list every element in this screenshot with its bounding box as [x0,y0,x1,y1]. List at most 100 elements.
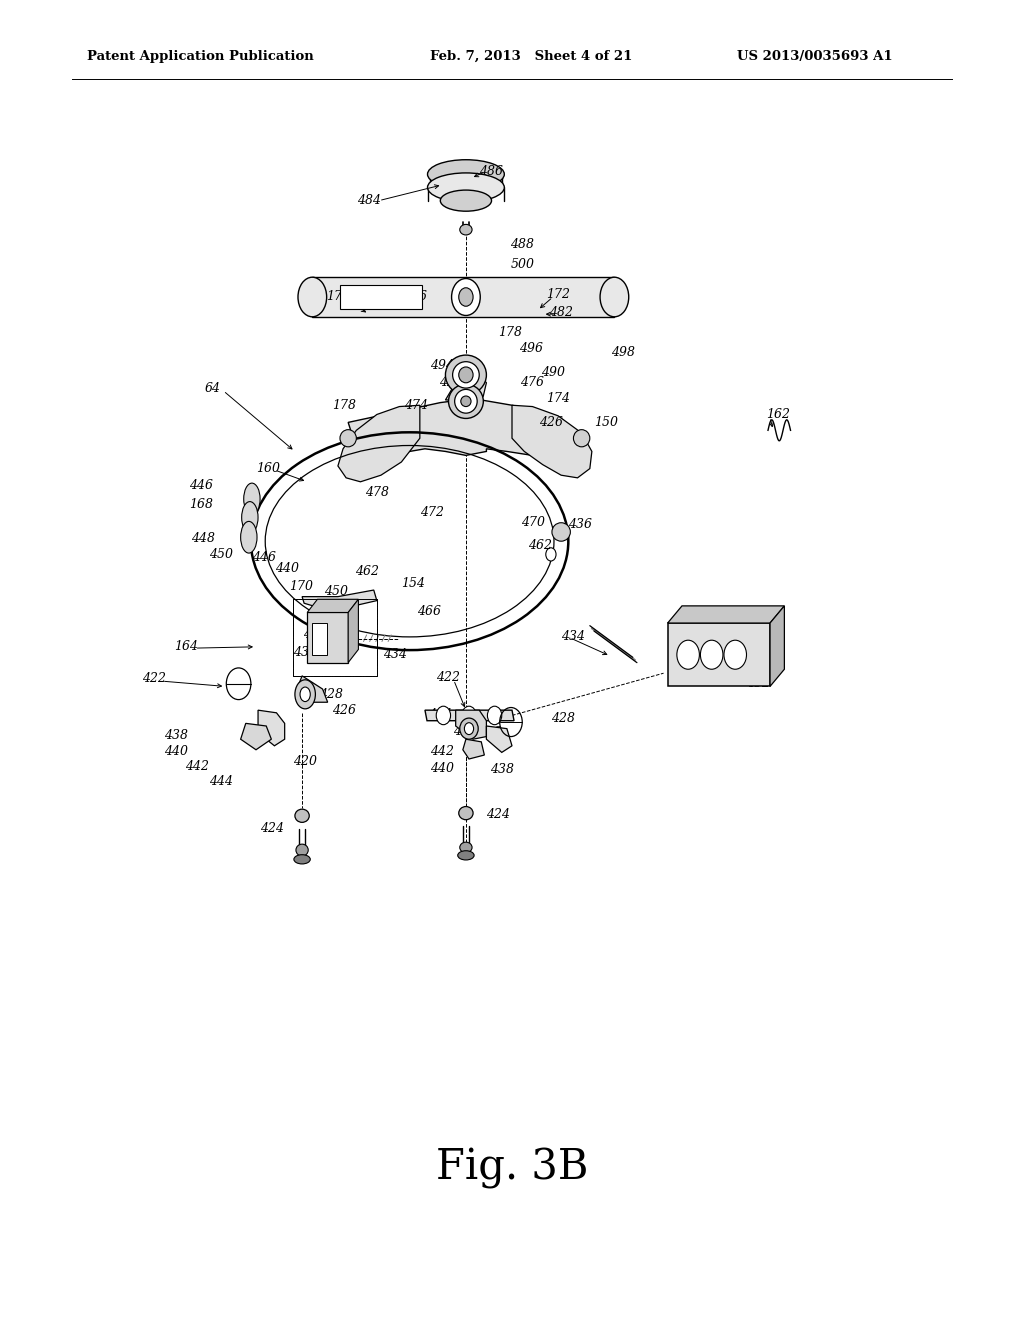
Ellipse shape [459,288,473,306]
Text: 426: 426 [438,376,463,389]
Polygon shape [312,277,614,317]
Text: Fig. 3B: Fig. 3B [436,1147,588,1189]
Circle shape [436,706,451,725]
Text: 496: 496 [402,290,427,304]
Text: 484: 484 [356,194,381,207]
Text: 442: 442 [430,744,455,758]
Text: 488: 488 [510,238,535,251]
Text: 486: 486 [479,165,504,178]
Text: 172: 172 [546,288,570,301]
Polygon shape [348,400,568,457]
Ellipse shape [242,502,258,533]
Text: 424: 424 [485,808,510,821]
Text: 474: 474 [403,399,428,412]
Ellipse shape [298,277,327,317]
Ellipse shape [244,483,260,515]
Text: 444: 444 [209,775,233,788]
Circle shape [487,706,502,725]
Polygon shape [302,590,377,607]
Ellipse shape [295,680,315,709]
Text: 438: 438 [489,763,514,776]
Text: 494: 494 [430,359,455,372]
Text: 438: 438 [164,729,188,742]
Text: 420: 420 [453,725,477,738]
Ellipse shape [465,722,473,734]
Ellipse shape [459,807,473,820]
Ellipse shape [552,523,570,541]
Ellipse shape [455,389,477,413]
Ellipse shape [428,160,504,189]
Text: 446: 446 [252,550,276,564]
Text: 496: 496 [519,342,544,355]
Ellipse shape [600,277,629,317]
Text: 442: 442 [184,760,209,774]
Ellipse shape [440,190,492,211]
Text: 476: 476 [520,376,545,389]
Text: 436: 436 [567,517,592,531]
Ellipse shape [460,718,478,739]
Text: 178: 178 [498,326,522,339]
Text: 470: 470 [521,516,546,529]
Polygon shape [770,606,784,686]
Text: 434: 434 [561,630,586,643]
Ellipse shape [546,548,556,561]
Text: 424: 424 [260,822,285,836]
Ellipse shape [340,429,356,446]
Text: 426: 426 [539,416,563,429]
Ellipse shape [428,173,504,202]
Polygon shape [668,623,770,686]
Ellipse shape [300,686,310,702]
Ellipse shape [296,845,308,857]
Polygon shape [463,739,484,759]
Text: 160: 160 [256,462,281,475]
Ellipse shape [461,396,471,407]
Polygon shape [456,710,486,739]
Polygon shape [258,710,285,746]
Bar [340,285,422,309]
Text: 428: 428 [318,688,343,701]
Polygon shape [297,676,328,702]
Text: Feb. 7, 2013   Sheet 4 of 21: Feb. 7, 2013 Sheet 4 of 21 [430,50,633,63]
Polygon shape [338,405,420,482]
Text: 446: 446 [188,479,213,492]
Text: 154: 154 [400,577,425,590]
Polygon shape [348,599,358,663]
Ellipse shape [452,279,480,315]
Bar [312,623,327,655]
Text: 432: 432 [745,677,770,690]
Text: 420: 420 [293,755,317,768]
Ellipse shape [458,851,474,861]
Polygon shape [668,606,784,623]
Text: 426: 426 [332,704,356,717]
Text: 166: 166 [736,639,761,652]
Text: 150: 150 [594,416,618,429]
Polygon shape [307,599,358,612]
Text: 444: 444 [428,708,453,721]
Text: 462: 462 [527,539,552,552]
Bar [293,599,377,676]
Text: 168: 168 [188,498,213,511]
Text: 490: 490 [541,366,565,379]
Circle shape [700,640,723,669]
Text: 430: 430 [745,655,770,668]
Text: 174: 174 [546,392,570,405]
Ellipse shape [453,362,479,388]
Circle shape [724,640,746,669]
Text: 500: 500 [510,257,535,271]
Text: 432: 432 [303,628,328,642]
Text: 162: 162 [766,408,791,421]
Ellipse shape [449,384,483,418]
Text: 176: 176 [326,290,350,304]
Text: 462: 462 [354,565,379,578]
Text: 170: 170 [289,579,313,593]
Text: 440: 440 [164,744,188,758]
Ellipse shape [295,809,309,822]
Text: 450: 450 [209,548,233,561]
Text: 434: 434 [383,648,408,661]
Ellipse shape [459,367,473,383]
Text: US 2013/0035693 A1: US 2013/0035693 A1 [737,50,893,63]
Polygon shape [241,723,271,750]
Text: 430: 430 [293,645,317,659]
Text: 466: 466 [417,605,441,618]
Ellipse shape [294,855,310,865]
